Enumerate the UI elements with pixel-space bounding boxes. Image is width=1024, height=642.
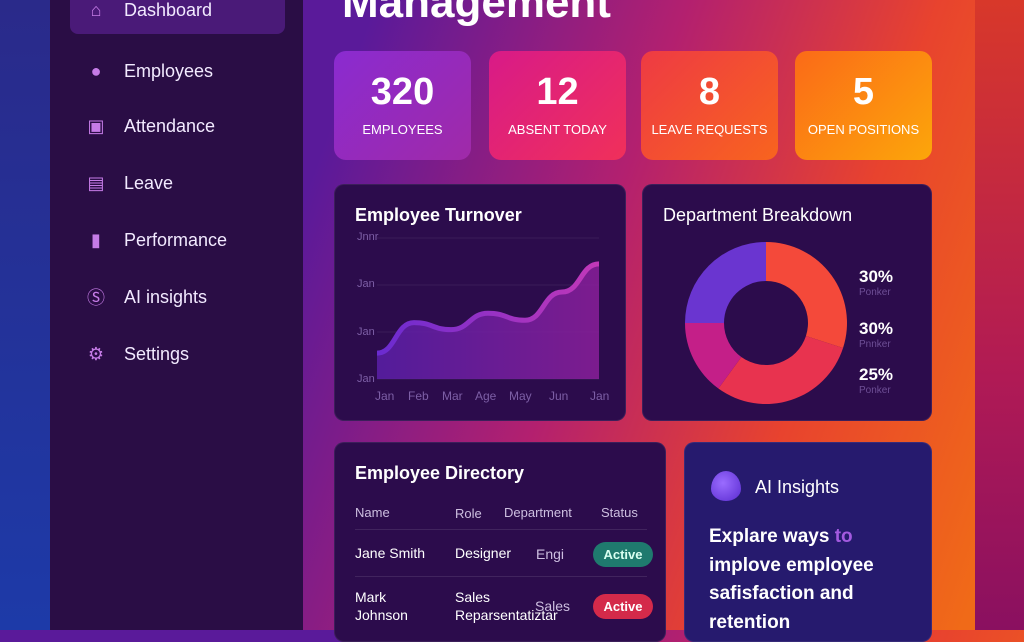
column-header-department[interactable]: Department xyxy=(504,505,572,520)
background-strip-left xyxy=(0,0,50,630)
legend-item: 30%Pnnker xyxy=(859,319,893,350)
legend-name: Ponker xyxy=(859,385,893,396)
ai-insights-card: AI Insights Explare ways to implove empl… xyxy=(684,442,932,642)
sidebar-item-settings[interactable]: ⚙ Settings xyxy=(70,330,285,378)
stat-label: EMPLOYEES xyxy=(334,122,471,137)
stat-label: ABSENT TODAY xyxy=(489,122,626,137)
legend-item: 30%Ponker xyxy=(859,267,893,298)
turnover-card: Employee Turnover Jnnr Jan Jan Jan Jan F… xyxy=(334,184,626,421)
sidebar-item-performance[interactable]: ▮ Performance xyxy=(70,216,285,264)
ai-insight-text: Explare ways to implove employee safisfa… xyxy=(709,523,909,637)
gear-icon: ⚙ xyxy=(86,344,106,364)
sidebar-item-label: Leave xyxy=(124,173,173,194)
sidebar-item-label: Attendance xyxy=(124,116,215,137)
stat-card-employees[interactable]: 320 EMPLOYEES xyxy=(334,51,471,160)
stat-value: 5 xyxy=(795,71,932,114)
ai-orb-icon xyxy=(711,471,741,501)
user-icon: ● xyxy=(86,61,106,81)
sidebar-item-label: Dashboard xyxy=(124,0,212,21)
cell-name: Jane Smith xyxy=(355,545,425,561)
legend-item: 25%Ponker xyxy=(859,365,893,396)
insight-text: Explare ways xyxy=(709,526,835,547)
sidebar-item-label: Settings xyxy=(124,344,189,365)
calendar-icon: ▣ xyxy=(86,116,106,136)
stat-value: 8 xyxy=(641,71,778,114)
document-icon: ▤ xyxy=(86,173,106,193)
department-card: Department Breakdown 30%Ponker 30%Pnnker… xyxy=(642,184,932,421)
donut-slice xyxy=(718,336,843,404)
bar-chart-icon: ▮ xyxy=(86,230,106,250)
home-icon: ⌂ xyxy=(86,0,106,20)
card-title: Employee Directory xyxy=(355,463,524,484)
donut-slice xyxy=(685,242,766,323)
sidebar-item-dashboard[interactable]: ⌂ Dashboard xyxy=(70,0,285,34)
stat-value: 320 xyxy=(334,71,471,114)
background-strip-right xyxy=(975,0,1024,630)
sidebar: ⌂ Dashboard ● Employees ▣ Attendance ▤ Leave… xyxy=(50,0,303,630)
stat-card-leave[interactable]: 8 LEAVE REQUESTS xyxy=(641,51,778,160)
employee-directory-card: Employee Directory Name Role Department … xyxy=(334,442,666,642)
legend-name: Ponker xyxy=(859,287,893,298)
sidebar-item-employees[interactable]: ● Employees xyxy=(70,47,285,95)
legend-percent: 30% xyxy=(859,267,893,287)
donut-slice xyxy=(766,242,847,348)
cell-name: Mark Johnson xyxy=(355,588,435,624)
legend-name: Pnnker xyxy=(859,339,893,350)
insight-text: implove employee safisfaction and retent… xyxy=(709,555,874,633)
sidebar-item-ai-insights[interactable]: Ⓢ AI insights xyxy=(70,273,285,321)
legend-percent: 25% xyxy=(859,365,893,385)
status-badge: Active xyxy=(593,542,653,567)
legend-percent: 30% xyxy=(859,319,893,339)
stat-card-open-positions[interactable]: 5 OPEN POSITIONS xyxy=(795,51,932,160)
ai-badge-icon: Ⓢ xyxy=(86,287,106,307)
column-header-name[interactable]: Name xyxy=(355,505,390,520)
divider xyxy=(355,529,647,530)
cell-role: Designer xyxy=(455,545,511,561)
stat-card-absent[interactable]: 12 ABSENT TODAY xyxy=(489,51,626,160)
department-donut-chart xyxy=(643,185,853,422)
column-header-role[interactable]: Role xyxy=(455,506,482,521)
column-header-status[interactable]: Status xyxy=(601,505,638,520)
cell-department: Sales xyxy=(535,598,570,614)
insight-highlight: to xyxy=(835,526,853,547)
stat-label: LEAVE REQUESTS xyxy=(641,122,778,137)
stat-value: 12 xyxy=(489,71,626,114)
stat-label: OPEN POSITIONS xyxy=(795,122,932,137)
turnover-area-chart xyxy=(335,185,627,422)
card-title: AI Insights xyxy=(755,477,839,498)
sidebar-item-attendance[interactable]: ▣ Attendance xyxy=(70,102,285,150)
status-badge: Active xyxy=(593,594,653,619)
sidebar-item-leave[interactable]: ▤ Leave xyxy=(70,159,285,207)
sidebar-item-label: Performance xyxy=(124,230,227,251)
page-title: Management xyxy=(342,0,611,28)
sidebar-item-label: AI insights xyxy=(124,287,207,308)
sidebar-item-label: Employees xyxy=(124,61,213,82)
divider xyxy=(355,576,647,577)
cell-department: Engi xyxy=(536,546,564,562)
